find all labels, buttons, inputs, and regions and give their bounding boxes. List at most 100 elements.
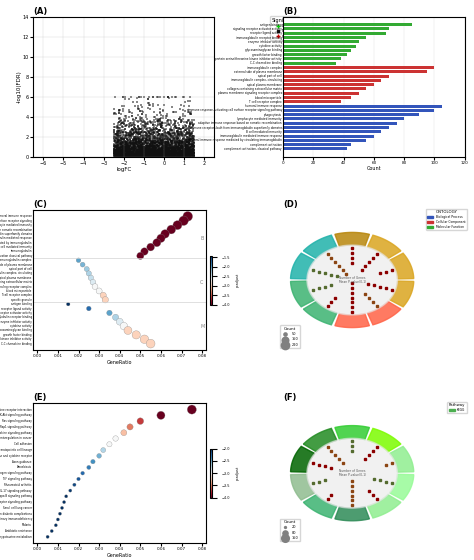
Point [98, 138, 105, 147]
Bar [283, 62, 336, 65]
Point [207, 123, 214, 132]
Point [144, 152, 152, 161]
Point [146, 143, 154, 152]
Point [114, 147, 121, 156]
Point [138, 144, 146, 153]
Point [190, 148, 198, 157]
Point [198, 98, 206, 107]
Point [116, 133, 123, 142]
Point [118, 148, 126, 157]
Point [117, 110, 124, 119]
Point [190, 139, 197, 148]
Point [147, 142, 155, 151]
Point [185, 136, 193, 144]
Point [119, 111, 127, 120]
Point [143, 130, 151, 139]
Point [114, 123, 121, 132]
Point [167, 146, 175, 155]
Point [72, 119, 80, 128]
Point [129, 150, 137, 159]
Point [190, 141, 198, 150]
Point [147, 141, 155, 150]
Point [104, 82, 111, 91]
Point [141, 148, 149, 157]
Point [57, 136, 64, 145]
Point [137, 136, 145, 144]
Point [169, 152, 177, 161]
Polygon shape [291, 446, 315, 472]
Point [107, 116, 114, 125]
Point [201, 138, 209, 147]
Point [166, 147, 174, 156]
Point [173, 150, 181, 159]
Point [159, 136, 167, 145]
Point [144, 141, 151, 150]
Point [198, 148, 205, 157]
Point [99, 116, 107, 125]
Point [149, 120, 156, 129]
Point [47, 149, 55, 158]
Point [56, 121, 64, 130]
Point [135, 128, 142, 137]
Point [140, 133, 148, 142]
Point [121, 149, 128, 158]
Point [62, 116, 70, 125]
Point [189, 118, 196, 127]
Point [124, 146, 131, 155]
Point [180, 142, 187, 151]
Point [165, 150, 173, 158]
Point [125, 133, 132, 142]
Point [187, 146, 194, 155]
Point [186, 132, 194, 141]
Point [142, 146, 149, 155]
Point [83, 120, 91, 129]
Point [117, 137, 124, 146]
Point [203, 87, 210, 96]
Point [184, 133, 192, 142]
Point [137, 146, 145, 155]
Point [123, 141, 130, 150]
Point [143, 149, 150, 158]
Point [120, 151, 128, 160]
Point [69, 147, 77, 156]
Point [152, 145, 160, 154]
Point [115, 151, 122, 160]
Point [165, 137, 173, 146]
Polygon shape [390, 474, 414, 500]
Point [164, 133, 172, 142]
Point [94, 137, 102, 146]
Point [109, 150, 116, 158]
Point [157, 151, 164, 160]
Point [185, 108, 192, 116]
Point [162, 147, 170, 156]
Point [123, 145, 131, 154]
Point [59, 112, 66, 121]
Point [164, 146, 172, 155]
Point [136, 144, 144, 153]
Point [114, 144, 121, 153]
Point [69, 152, 77, 161]
Point [139, 148, 147, 157]
Point [181, 140, 188, 149]
Point [158, 152, 166, 161]
Point [136, 128, 143, 137]
Point [118, 131, 125, 140]
Point [146, 128, 154, 137]
Point [114, 127, 121, 136]
Point [178, 152, 186, 161]
Point [131, 150, 138, 159]
Point [83, 128, 91, 137]
Point [143, 147, 150, 156]
Point [177, 141, 184, 150]
Point [172, 137, 179, 146]
Point [47, 95, 55, 104]
Point [85, 111, 93, 120]
Point [157, 145, 164, 154]
Point [137, 151, 145, 160]
Point [173, 150, 181, 158]
Point [183, 124, 191, 133]
Point [132, 140, 139, 149]
Point [127, 64, 135, 73]
Point [130, 135, 138, 144]
Point [181, 146, 188, 155]
